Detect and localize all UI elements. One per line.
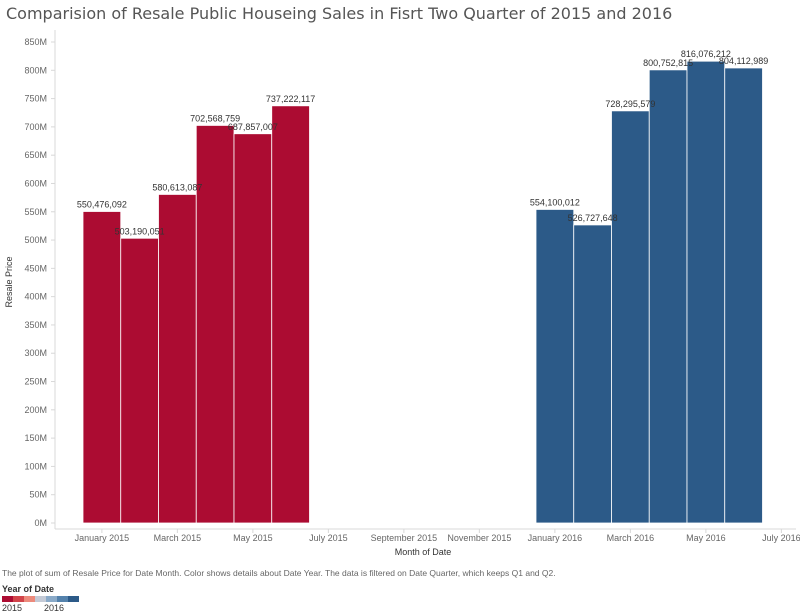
x-tick-label: September 2015 [371, 533, 438, 543]
x-tick-label: May 2015 [233, 533, 273, 543]
chart-title: Comparision of Resale Public Houseing Sa… [6, 4, 673, 23]
y-tick-label: 150M [24, 433, 47, 443]
bars [82, 60, 763, 524]
legend-swatch [46, 596, 57, 602]
data-label: 580,613,087 [152, 182, 202, 192]
legend-title: Year of Date [2, 584, 55, 594]
x-tick-label: March 2016 [607, 533, 655, 543]
bar-2015-month-1 [120, 237, 159, 524]
y-tick-label: 700M [24, 122, 47, 132]
y-tick-label: 300M [24, 348, 47, 358]
bar-2015-month-5 [271, 105, 310, 524]
data-label: 550,476,092 [77, 199, 127, 209]
y-tick-label: 600M [24, 178, 47, 188]
y-tick-label: 850M [24, 37, 47, 47]
data-label: 800,752,815 [643, 58, 693, 68]
data-label: 503,190,051 [115, 226, 165, 236]
bar-2016-month-14 [611, 110, 650, 524]
bar-2016-month-13 [573, 224, 612, 524]
x-tick-label: July 2015 [309, 533, 348, 543]
data-labels: 550,476,092 503,190,051 580,613,087 702,568… [77, 49, 768, 236]
data-label: 804,112,989 [719, 56, 768, 66]
y-tick-label: 350M [24, 320, 47, 330]
chart-caption: The plot of sum of Resale Price for Date… [2, 568, 556, 578]
y-tick-label: 50M [29, 490, 47, 500]
data-label: 526,727,648 [568, 213, 618, 223]
data-label: 728,295,579 [605, 99, 655, 109]
legend-min-label: 2015 [2, 603, 23, 613]
y-tick-label: 550M [24, 207, 47, 217]
legend-swatch [2, 596, 13, 602]
y-tick-label: 400M [24, 292, 47, 302]
x-tick-label: March 2015 [154, 533, 202, 543]
y-tick-label: 800M [24, 65, 47, 75]
data-label: 702,568,759 [190, 113, 240, 123]
data-label: 687,857,007 [228, 122, 278, 132]
x-tick-label: January 2016 [528, 533, 583, 543]
data-label: 737,222,117 [266, 94, 315, 104]
y-tick-label: 750M [24, 94, 47, 104]
legend-color-ramp [2, 596, 79, 602]
bar-2015-month-3 [195, 125, 235, 524]
y-tick-label: 650M [24, 150, 47, 160]
bar-2015-month-0 [82, 211, 122, 524]
legend-swatch [13, 596, 24, 602]
x-axis-label: Month of Date [395, 547, 452, 557]
data-label: 554,100,012 [530, 197, 580, 207]
x-tick-label: November 2015 [447, 533, 511, 543]
bar-2016-month-12 [535, 209, 575, 524]
bar-2016-month-15 [648, 69, 688, 524]
bar-2016-month-16 [686, 60, 726, 524]
legend-swatch [57, 596, 68, 602]
x-axis: January 2015 March 2015 May 2015 July 2015 S… [75, 529, 800, 543]
y-axis-label: Resale Price [4, 256, 14, 307]
y-tick-label: 500M [24, 235, 47, 245]
y-axis: 0M 50M 100M 150M 200M 250M 300M 350M 400M 450M 500… [24, 37, 55, 528]
x-tick-label: July 2016 [762, 533, 800, 543]
x-tick-label: May 2016 [686, 533, 726, 543]
bar-2015-month-4 [233, 133, 273, 524]
y-tick-label: 100M [24, 461, 47, 471]
legend-swatch [35, 596, 46, 602]
bar-2016-month-17 [724, 67, 763, 524]
data-label: 816,076,212 [681, 49, 731, 59]
y-tick-label: 200M [24, 405, 47, 415]
legend-swatch [24, 596, 35, 602]
legend-max-label: 2016 [44, 603, 65, 613]
y-tick-label: 0M [34, 518, 47, 528]
x-tick-label: January 2015 [75, 533, 130, 543]
bar-2015-month-2 [158, 194, 197, 524]
y-tick-label: 450M [24, 263, 47, 273]
y-tick-label: 250M [24, 377, 47, 387]
legend-swatch [68, 596, 79, 602]
